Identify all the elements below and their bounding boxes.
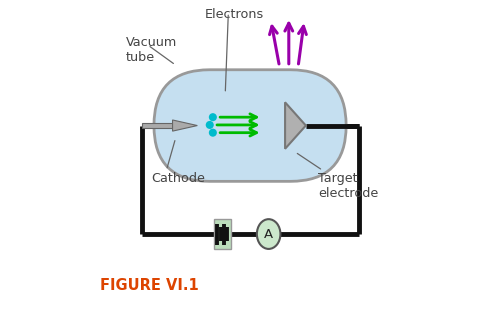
Text: FIGURE VI.1: FIGURE VI.1: [100, 278, 198, 293]
Text: Target
electrode: Target electrode: [318, 172, 379, 200]
Text: Vacuum
tube: Vacuum tube: [126, 36, 177, 64]
Circle shape: [209, 129, 217, 137]
FancyBboxPatch shape: [142, 123, 177, 128]
Circle shape: [206, 121, 214, 129]
Polygon shape: [285, 102, 306, 149]
Text: Electrons: Electrons: [205, 8, 264, 21]
Ellipse shape: [257, 219, 280, 249]
Polygon shape: [172, 120, 197, 131]
Text: Cathode: Cathode: [151, 172, 205, 185]
FancyBboxPatch shape: [214, 219, 231, 249]
FancyBboxPatch shape: [154, 70, 346, 181]
Circle shape: [209, 113, 217, 121]
Text: A: A: [264, 228, 273, 241]
